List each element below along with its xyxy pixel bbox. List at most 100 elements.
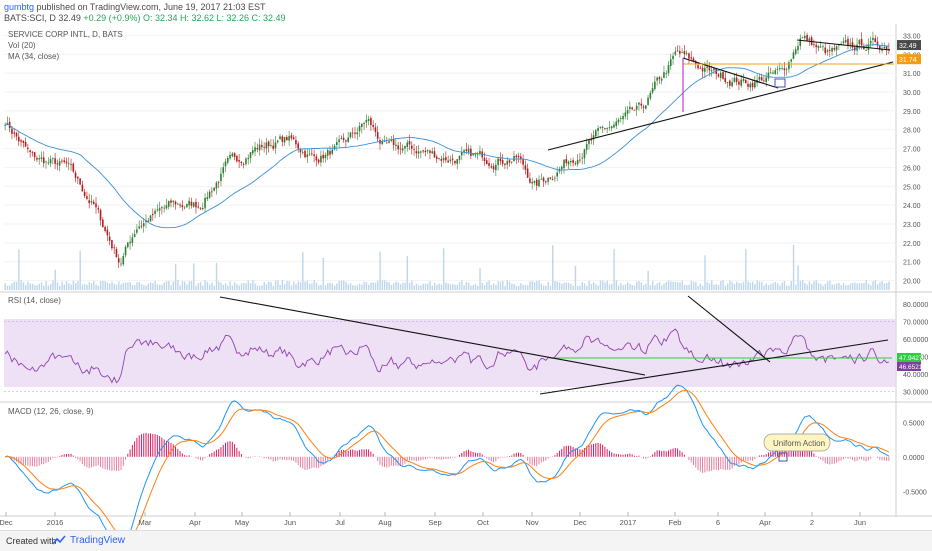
volume-bar (581, 281, 583, 290)
volume-bar (59, 285, 61, 290)
candle-body (751, 82, 754, 88)
candle-body (876, 41, 879, 46)
volume-bar (290, 285, 293, 290)
volume-bar (306, 280, 309, 290)
volume-bar (254, 283, 256, 290)
volume-bar (617, 285, 620, 290)
candle-body (315, 156, 318, 161)
candle-body (626, 110, 629, 114)
volume-bar (363, 281, 365, 290)
volume-bar (20, 280, 22, 290)
candle-body (42, 157, 45, 164)
price-tick-label: 30.00 (903, 90, 921, 97)
volume-bar (181, 280, 184, 290)
candle-body (520, 156, 522, 159)
candle-body (644, 105, 647, 109)
time-tick-label: Apr (759, 518, 771, 527)
candle-body (735, 77, 738, 82)
candle-body (190, 201, 193, 206)
rsi-badge-b: 46.6521 (899, 364, 923, 371)
volume-bar (381, 280, 384, 290)
candle-body (729, 80, 731, 86)
candle-body (20, 140, 22, 142)
volume-bar (197, 282, 200, 290)
candle-body (610, 126, 613, 129)
volume-bar (331, 283, 334, 290)
volume-bar (361, 284, 363, 290)
candle-body (236, 156, 238, 162)
volume-bar (495, 285, 497, 290)
volume-label: Vol (20) (8, 41, 36, 50)
tradingview-brand[interactable]: TradingView (70, 535, 126, 546)
volume-bar (595, 284, 597, 290)
volume-bar (688, 284, 690, 290)
candle-body (526, 168, 529, 178)
candle-body (15, 132, 18, 137)
volume-bar (399, 284, 402, 290)
candle-body (283, 137, 286, 143)
candle-body (292, 137, 295, 140)
candle-body (213, 187, 215, 191)
candle-body (311, 153, 313, 155)
macd-tick-label: -0.5000 (903, 489, 927, 496)
volume-bar (520, 283, 522, 290)
volume-bar (588, 280, 590, 290)
candle-body (308, 153, 311, 155)
candle-body (374, 127, 377, 132)
candle-body (365, 120, 368, 123)
volume-bar (131, 285, 134, 290)
candle-body (572, 160, 574, 163)
volume-bar (195, 285, 197, 290)
candle-body (654, 81, 656, 90)
volume-bar (6, 285, 9, 290)
author-link[interactable]: gumbtg (4, 2, 35, 12)
candle-body (317, 159, 320, 163)
candle-body (556, 172, 558, 177)
volume-bar (27, 281, 29, 290)
candle-body (538, 179, 540, 187)
candle-body (40, 157, 43, 160)
volume-bar (249, 283, 252, 290)
candle-body (504, 163, 506, 165)
volume-bar (747, 281, 749, 290)
candle-body (719, 72, 722, 78)
volume-bar (870, 285, 872, 290)
candle-body (699, 67, 702, 69)
candle-body (372, 124, 374, 127)
candle-body (738, 81, 740, 85)
candle-body (4, 124, 6, 126)
volume-bar (597, 285, 599, 290)
candle-body (410, 145, 413, 149)
candle-body (77, 176, 79, 179)
candle-body (54, 158, 56, 164)
volume-bar (524, 284, 527, 290)
volume-bar (352, 285, 354, 290)
rsi-badge-a: 47.9427 (899, 355, 923, 362)
volume-bar (93, 281, 95, 290)
volume-bar (726, 283, 729, 290)
candle-body (744, 79, 747, 84)
volume-bar (408, 282, 411, 290)
candle-body (122, 256, 125, 265)
candle-body (797, 46, 799, 51)
price-tick-label: 21.00 (903, 260, 921, 267)
volume-bar (770, 284, 772, 290)
candle-body (506, 161, 509, 165)
volume-bar (95, 284, 97, 290)
volume-bar (29, 283, 31, 290)
candle-body (583, 149, 586, 159)
candle-body (138, 226, 140, 229)
candle-body (304, 150, 306, 158)
volume-bar (745, 248, 747, 290)
volume-bar (442, 248, 445, 290)
candle-body (531, 181, 533, 184)
candle-body (261, 145, 263, 148)
volume-bar (431, 285, 434, 290)
volume-bar (9, 285, 11, 290)
candle-body (338, 139, 340, 142)
volume-bar (742, 281, 745, 290)
last-price-badge: 32.49 (899, 43, 917, 50)
volume-bar (711, 280, 713, 290)
candle-body (22, 140, 25, 143)
volume-bar (592, 282, 595, 290)
